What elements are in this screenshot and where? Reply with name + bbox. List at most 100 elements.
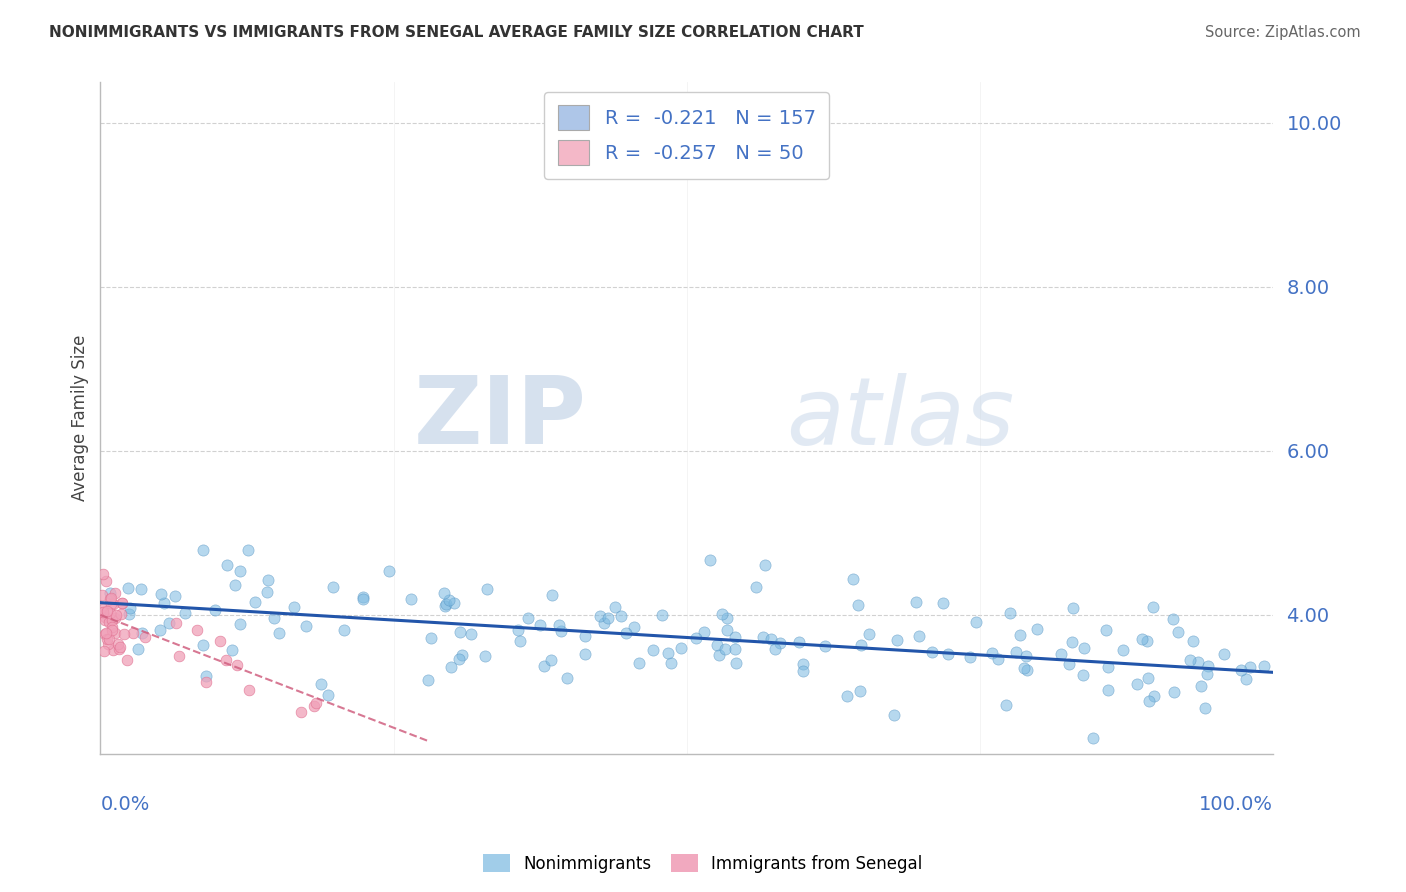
Point	[101, 613, 124, 627]
Point	[752, 630, 775, 644]
Point	[1081, 731, 1104, 745]
Point	[195, 675, 218, 690]
Point	[100, 597, 122, 611]
Point	[959, 649, 981, 664]
Point	[1049, 647, 1071, 661]
Point	[1008, 628, 1031, 642]
Point	[149, 623, 172, 637]
Point	[152, 595, 174, 609]
Point	[94, 614, 117, 628]
Point	[714, 642, 737, 657]
Point	[709, 648, 731, 662]
Point	[451, 648, 474, 662]
Point	[842, 572, 865, 586]
Point	[1073, 641, 1095, 656]
Point	[1143, 689, 1166, 703]
Point	[103, 625, 125, 640]
Point	[103, 642, 125, 657]
Point	[257, 573, 280, 587]
Point	[1180, 653, 1202, 667]
Point	[759, 632, 782, 646]
Point	[290, 706, 312, 720]
Point	[460, 627, 482, 641]
Point	[1167, 624, 1189, 639]
Point	[1112, 643, 1135, 657]
Point	[851, 638, 873, 652]
Point	[1182, 633, 1205, 648]
Point	[94, 627, 117, 641]
Point	[475, 582, 498, 596]
Point	[111, 596, 134, 610]
Point	[792, 665, 814, 679]
Point	[598, 610, 620, 624]
Point	[267, 625, 290, 640]
Point	[908, 629, 931, 643]
Point	[981, 647, 1004, 661]
Point	[97, 632, 120, 646]
Point	[352, 592, 374, 607]
Point	[651, 607, 673, 622]
Text: ZIP: ZIP	[415, 372, 588, 464]
Point	[792, 657, 814, 671]
Point	[120, 601, 142, 615]
Point	[763, 641, 786, 656]
Point	[97, 615, 120, 630]
Legend: R =  -0.221   N = 157, R =  -0.257   N = 50: R = -0.221 N = 157, R = -0.257 N = 50	[544, 92, 830, 178]
Point	[1137, 671, 1160, 685]
Point	[118, 607, 141, 622]
Point	[352, 590, 374, 604]
Point	[1194, 701, 1216, 715]
Point	[904, 594, 927, 608]
Point	[129, 582, 152, 596]
Text: Source: ZipAtlas.com: Source: ZipAtlas.com	[1205, 25, 1361, 40]
Point	[229, 617, 252, 632]
Point	[699, 553, 721, 567]
Point	[1187, 656, 1209, 670]
Point	[1071, 668, 1094, 682]
Point	[127, 642, 149, 657]
Point	[529, 618, 551, 632]
Point	[150, 587, 173, 601]
Point	[108, 641, 131, 656]
Point	[609, 608, 631, 623]
Point	[837, 689, 859, 703]
Point	[1163, 685, 1185, 699]
Point	[1062, 601, 1084, 615]
Point	[659, 656, 682, 670]
Point	[225, 658, 247, 673]
Point	[418, 673, 440, 687]
Point	[1126, 677, 1149, 691]
Point	[1236, 672, 1258, 686]
Point	[122, 626, 145, 640]
Point	[100, 624, 122, 638]
Point	[93, 609, 115, 624]
Point	[1197, 659, 1219, 673]
Point	[165, 615, 187, 630]
Point	[846, 598, 869, 612]
Point	[215, 558, 238, 572]
Point	[965, 615, 987, 629]
Point	[449, 624, 471, 639]
Point	[117, 581, 139, 595]
Point	[228, 564, 250, 578]
Point	[104, 611, 127, 625]
Point	[195, 669, 218, 683]
Point	[603, 599, 626, 614]
Point	[108, 640, 131, 655]
Point	[1005, 645, 1028, 659]
Point	[333, 623, 356, 637]
Point	[657, 646, 679, 660]
Point	[91, 602, 114, 616]
Point	[100, 591, 122, 605]
Point	[787, 635, 810, 649]
Point	[1253, 658, 1275, 673]
Point	[193, 639, 215, 653]
Point	[1137, 693, 1160, 707]
Point	[103, 597, 125, 611]
Point	[104, 586, 127, 600]
Point	[555, 671, 578, 685]
Point	[533, 659, 555, 673]
Point	[107, 637, 129, 651]
Point	[305, 696, 328, 710]
Point	[443, 596, 465, 610]
